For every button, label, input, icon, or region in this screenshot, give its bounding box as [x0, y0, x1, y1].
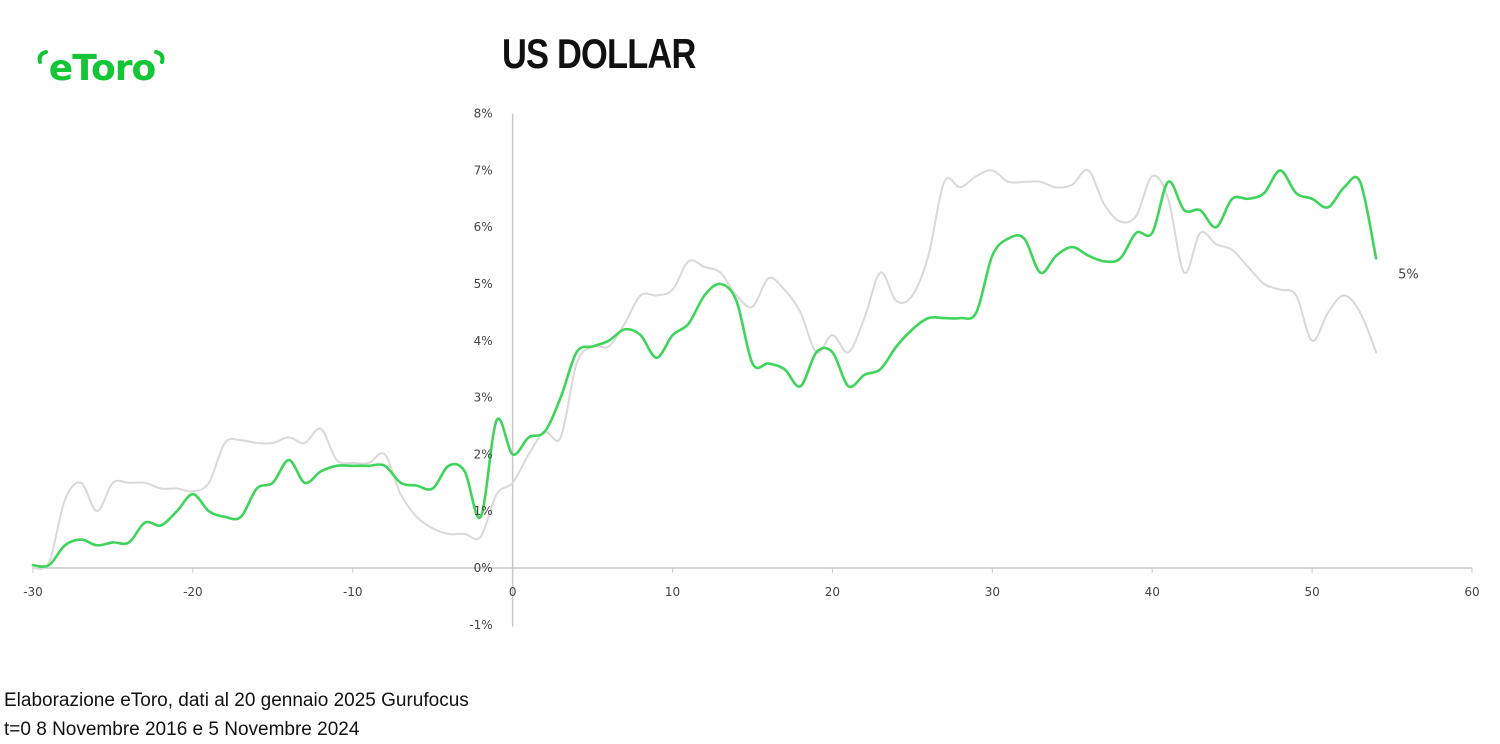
- y-tick-label: 6%: [474, 220, 493, 234]
- source-note: Elaborazione eToro, dati al 20 gennaio 2…: [4, 690, 469, 711]
- y-tick-label: 2%: [474, 447, 493, 461]
- date-note: t=0 8 Novembre 2016 e 5 Novembre 2024: [4, 719, 360, 740]
- x-tick-label: 30: [985, 585, 1000, 599]
- svg-text:eToro: eToro: [49, 48, 156, 89]
- x-tick-label: 0: [509, 585, 517, 599]
- y-tick-label: -1%: [469, 618, 492, 632]
- x-tick-label: -10: [343, 585, 363, 599]
- page-title: US DOLLAR: [502, 30, 696, 77]
- x-tick-label: -20: [183, 585, 203, 599]
- y-tick-label: 4%: [474, 334, 493, 348]
- y-tick-label: 3%: [474, 391, 493, 405]
- series-line-green: [31, 169, 1378, 568]
- chart-axes: [32, 113, 1473, 627]
- x-tick-label: 10: [665, 585, 680, 599]
- y-tick-label: 1%: [474, 504, 493, 518]
- y-tick-label: 7%: [474, 163, 493, 177]
- x-tick-label: 20: [825, 585, 840, 599]
- chart-labels: -30 -20 -10 0 10 20 30 40 50 60 -1% 0% 1% 2% 3% 4% 5% 6% 7…: [23, 107, 1479, 632]
- y-tick-label: 0%: [474, 561, 493, 575]
- x-tick-label: 40: [1145, 585, 1160, 599]
- x-tick-label: 50: [1304, 585, 1319, 599]
- end-value-label: 5%: [1398, 267, 1419, 282]
- y-tick-label: 8%: [474, 107, 493, 121]
- chart-series: [31, 168, 1378, 571]
- x-tick-label: -30: [23, 585, 43, 599]
- x-tick-label: 60: [1464, 585, 1479, 599]
- footer: Elaborazione eToro, dati al 20 gennaio 2…: [4, 686, 469, 744]
- etoro-logo: eToro: [37, 48, 165, 89]
- series-line-grey: [32, 168, 1378, 571]
- y-tick-label: 5%: [474, 277, 493, 291]
